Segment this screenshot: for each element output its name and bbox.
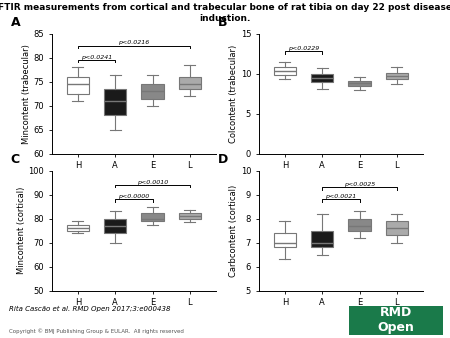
PathPatch shape [348, 219, 371, 231]
PathPatch shape [311, 74, 333, 82]
Text: p<0.0021: p<0.0021 [325, 194, 356, 199]
Text: Copyright © BMJ Publishing Group & EULAR.  All rights reserved: Copyright © BMJ Publishing Group & EULAR… [9, 329, 184, 334]
PathPatch shape [67, 225, 89, 231]
PathPatch shape [104, 89, 126, 115]
Text: p<0.0241: p<0.0241 [81, 55, 112, 60]
Text: Rita Cascão et al. RMD Open 2017;3:e000438: Rita Cascão et al. RMD Open 2017;3:e0004… [9, 306, 171, 312]
Y-axis label: Mincontent (cortical): Mincontent (cortical) [17, 187, 26, 274]
PathPatch shape [104, 219, 126, 233]
Text: p<0.0010: p<0.0010 [137, 179, 168, 185]
Text: A: A [11, 16, 20, 29]
Text: p<0.0229: p<0.0229 [288, 46, 319, 51]
PathPatch shape [386, 221, 408, 236]
Text: RMD
Open: RMD Open [378, 306, 414, 334]
Text: D: D [218, 153, 228, 166]
PathPatch shape [141, 84, 164, 99]
Text: p<0.0216: p<0.0216 [118, 40, 149, 45]
Y-axis label: Carbcontent (cortical): Carbcontent (cortical) [229, 185, 238, 277]
PathPatch shape [141, 213, 164, 221]
Text: B: B [218, 16, 227, 29]
Y-axis label: Mincontent (trabecular): Mincontent (trabecular) [22, 44, 31, 144]
PathPatch shape [311, 231, 333, 247]
PathPatch shape [348, 81, 371, 86]
PathPatch shape [274, 233, 296, 247]
Text: p<0.0000: p<0.0000 [118, 194, 149, 199]
Text: p<0.0025: p<0.0025 [344, 182, 375, 187]
PathPatch shape [179, 77, 201, 89]
Text: C: C [11, 153, 20, 166]
PathPatch shape [274, 67, 296, 75]
PathPatch shape [179, 213, 201, 219]
PathPatch shape [386, 73, 408, 79]
Text: FTIR measurements from cortical and trabecular bone of rat tibia on day 22 post : FTIR measurements from cortical and trab… [0, 3, 450, 23]
PathPatch shape [67, 77, 89, 94]
Y-axis label: Colcontent (trabecular): Colcontent (trabecular) [229, 45, 238, 143]
